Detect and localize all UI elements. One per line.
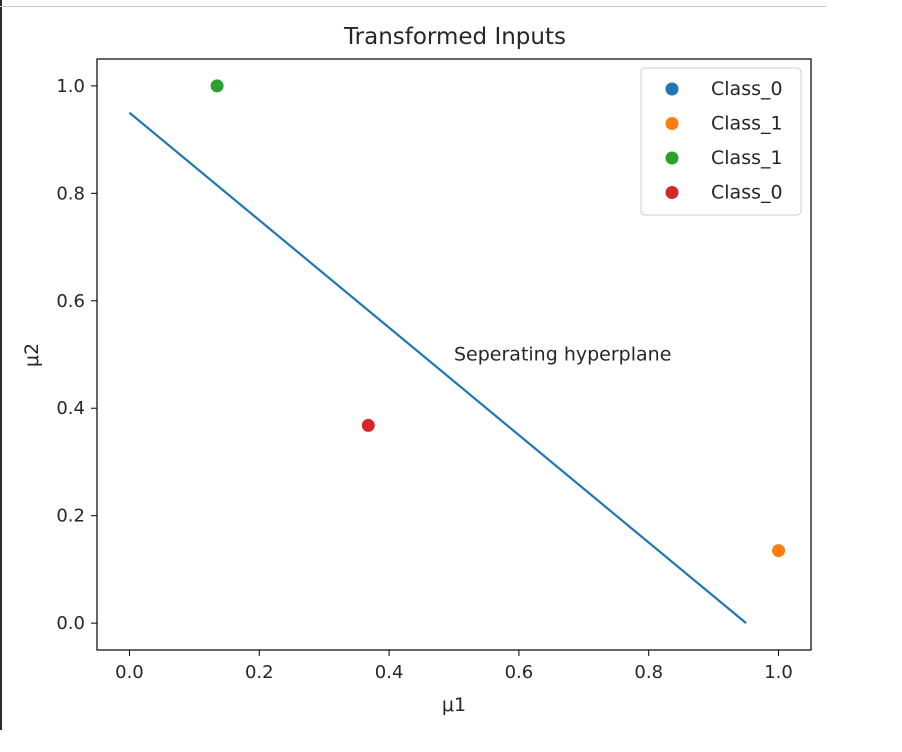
legend-label: Class_0 (711, 78, 783, 100)
hyperplane-layer (128, 111, 747, 624)
y-axis-label: μ2 (21, 343, 43, 367)
data-point (361, 418, 375, 432)
data-point (772, 544, 786, 558)
window-left-border (0, 0, 2, 730)
legend-marker (665, 117, 679, 130)
y-tick-label: 1.0 (56, 76, 85, 97)
y-tick-label: 0.4 (56, 398, 85, 419)
chart-title: Transformed Inputs (343, 24, 566, 50)
data-point (210, 79, 224, 93)
legend-label: Class_0 (711, 182, 783, 204)
legend: Class_0 Class_1 Class_1 Class_0 (640, 67, 802, 216)
y-tick-label: 0.0 (56, 613, 85, 634)
window-top-border (0, 6, 826, 7)
x-tick-label: 1.0 (764, 662, 793, 683)
plot-frame (96, 58, 812, 651)
legend-marker (665, 151, 679, 165)
legend-items: Class_0 Class_1 Class_1 Class_0 (665, 78, 783, 204)
points-layer (210, 79, 786, 558)
x-tick-label: 0.6 (505, 662, 534, 683)
x-tick-label: 0.2 (245, 662, 274, 683)
x-tick-label: 0.0 (115, 662, 144, 683)
x-tick-label: 0.4 (375, 662, 404, 683)
legend-label: Class_1 (711, 113, 783, 135)
legend-label: Class_1 (711, 147, 783, 169)
y-tick-label: 0.6 (56, 291, 85, 312)
x-axis-label: μ1 (442, 694, 466, 716)
y-tick-label: 0.2 (56, 506, 85, 527)
hyperplane-line (128, 111, 747, 624)
y-axis-ticks: 0.0 0.2 0.4 0.6 0.8 1.0 (56, 76, 97, 634)
legend-marker (665, 186, 679, 199)
y-tick-label: 0.8 (56, 183, 85, 204)
x-axis-ticks: 0.0 0.2 0.4 0.6 0.8 1.0 (115, 650, 793, 683)
legend-box (640, 67, 802, 216)
annotation-text: Seperating hyperplane (454, 344, 671, 366)
x-tick-label: 0.8 (634, 662, 663, 683)
legend-marker (665, 82, 679, 96)
